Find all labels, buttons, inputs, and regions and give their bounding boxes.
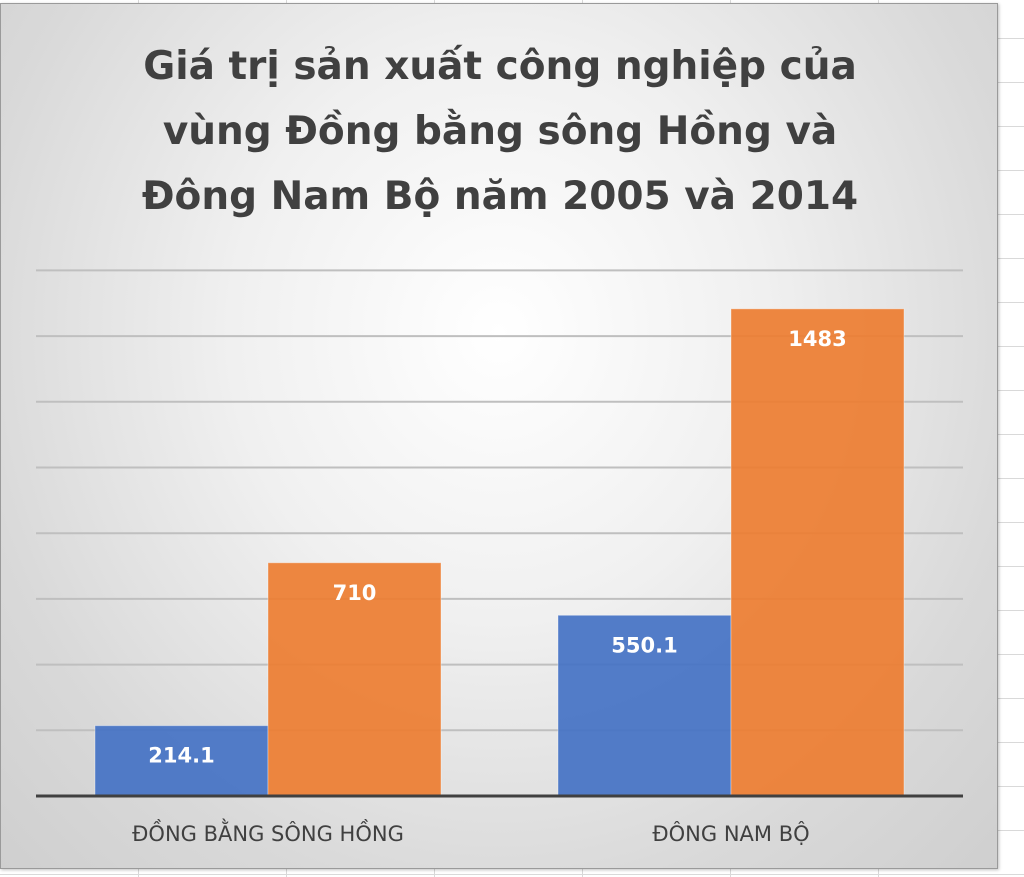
chart-title-line: vùng Đồng bằng sông Hồng và [162, 109, 838, 154]
category-label: ĐÔNG NAM BỘ [652, 821, 809, 846]
data-label: 550.1 [611, 633, 677, 657]
data-label: 710 [333, 581, 377, 605]
bar[interactable] [730, 308, 905, 797]
category-label: ĐỒNG BẰNG SÔNG HỒNG [132, 818, 404, 846]
data-label: 214.1 [148, 744, 214, 768]
bar[interactable] [267, 562, 442, 797]
bar[interactable] [557, 614, 732, 797]
bar-chart-plot: 214.1 710 ĐỒNG BẰNG SÔNG HỒNG 550.1 1483 ĐÔNG… [36, 269, 963, 846]
chart-title: Giá trị sản xuất công nghiệp của vùng Đồ… [61, 34, 939, 229]
chart-title-line: Đông Nam Bộ năm 2005 và 2014 [141, 174, 859, 219]
chart-area[interactable]: 214.1 710 ĐỒNG BẰNG SÔNG HỒNG 550.1 1483 ĐÔNG… [0, 3, 998, 869]
chart-title-line: Giá trị sản xuất công nghiệp của [143, 44, 857, 89]
data-label: 1483 [788, 327, 846, 351]
